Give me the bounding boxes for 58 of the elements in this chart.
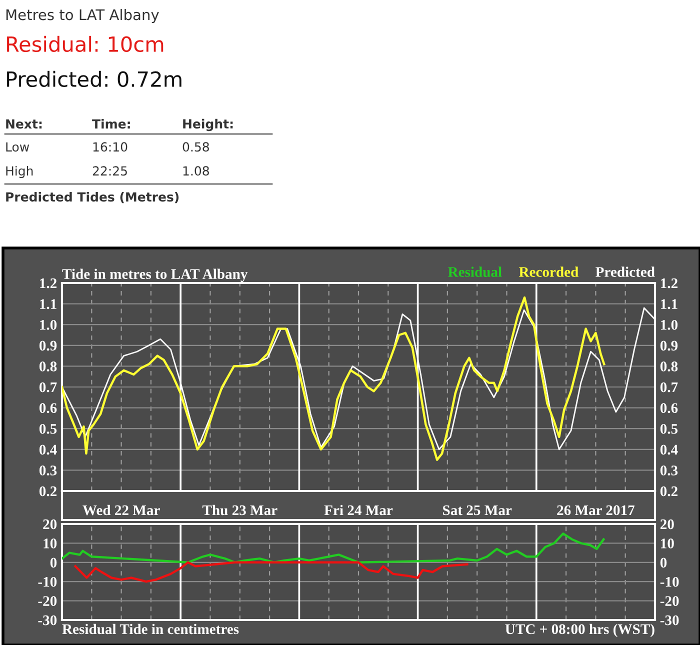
y2-tick-label: -30 (660, 615, 679, 626)
y-tick-label: 0.3 (39, 466, 57, 476)
y2-tick-label: 1.2 (661, 278, 678, 288)
text: Metres to LAT Albany (6, 8, 159, 24)
y2-tick-label: -10 (660, 576, 679, 587)
y2-tick-label: 0.4 (660, 444, 678, 455)
x-axis-title: Residual Tide in centimetres (62, 624, 239, 634)
text: Low (6, 142, 30, 152)
text: 16:10 (93, 142, 128, 152)
y2-tick-label: 0.7 (660, 382, 678, 392)
y2-tick-label: 0.8 (660, 362, 678, 372)
x-tick-label: Thu 23 Mar (202, 504, 278, 516)
text: UTC + 08:00 hrs (WST) (505, 624, 654, 638)
y-tick-label: 0.8 (39, 362, 57, 372)
y2-tick-label: 0.3 (660, 466, 678, 476)
y2-tick-label: 0.6 (660, 403, 678, 414)
text: Height: (183, 118, 233, 132)
y-tick-label: 0.9 (39, 340, 57, 351)
y-tick-label: 0.7 (39, 382, 57, 392)
y-tick-label: 10 (44, 538, 57, 548)
text: High (6, 166, 33, 178)
y2-tick-label: 1.0 (661, 320, 678, 330)
text: Residual: 10cm (7, 36, 164, 52)
y-tick-label: 0.5 (39, 424, 57, 434)
y2-tick-label: 20 (660, 519, 674, 530)
y2-tick-label: 0.5 (660, 424, 678, 434)
text: 1.08 (183, 166, 209, 176)
text: Next: (6, 119, 42, 129)
text: Predicted (596, 266, 655, 277)
x-tick-label: Fri 24 Mar (324, 504, 393, 516)
x-tick-label: Wed 22 Mar (82, 504, 160, 516)
text: Time: (92, 118, 130, 129)
y-tick-label: 0.6 (39, 403, 57, 414)
y-tick-label: 1.1 (40, 299, 56, 310)
y-tick-label: 0.4 (39, 444, 57, 455)
y-tick-label: 0.2 (39, 486, 57, 496)
y2-tick-label: 0 (660, 558, 667, 568)
y-tick-label: -20 (38, 596, 57, 606)
chart-title: Tide in metres to LAT Albany (62, 268, 248, 282)
text: Residual (448, 266, 502, 277)
text: 22:25 (92, 166, 127, 176)
series-label: Recorded (518, 266, 578, 277)
x-tick-label: 26 Mar 2017 (557, 505, 634, 516)
y-tick-label: 0 (50, 558, 57, 568)
y-tick-label: -30 (38, 615, 57, 626)
y-tick-label: 20 (43, 519, 57, 530)
y-tick-label: 1.2 (40, 278, 57, 288)
y2-tick-label: 10 (661, 538, 674, 548)
y2-tick-label: 0.2 (660, 486, 678, 496)
y2-tick-label: -20 (660, 596, 679, 606)
y-tick-label: 1.0 (40, 320, 57, 330)
text: Predicted: 0.72m (7, 70, 182, 88)
y-tick-label: -10 (38, 576, 57, 587)
y2-tick-label: 1.1 (661, 299, 678, 310)
x-tick-label: Sat 25 Mar (443, 505, 512, 516)
text: Predicted Tides (Metres) (6, 192, 179, 204)
text: 0.58 (182, 142, 209, 152)
y2-tick-label: 0.9 (660, 340, 678, 351)
